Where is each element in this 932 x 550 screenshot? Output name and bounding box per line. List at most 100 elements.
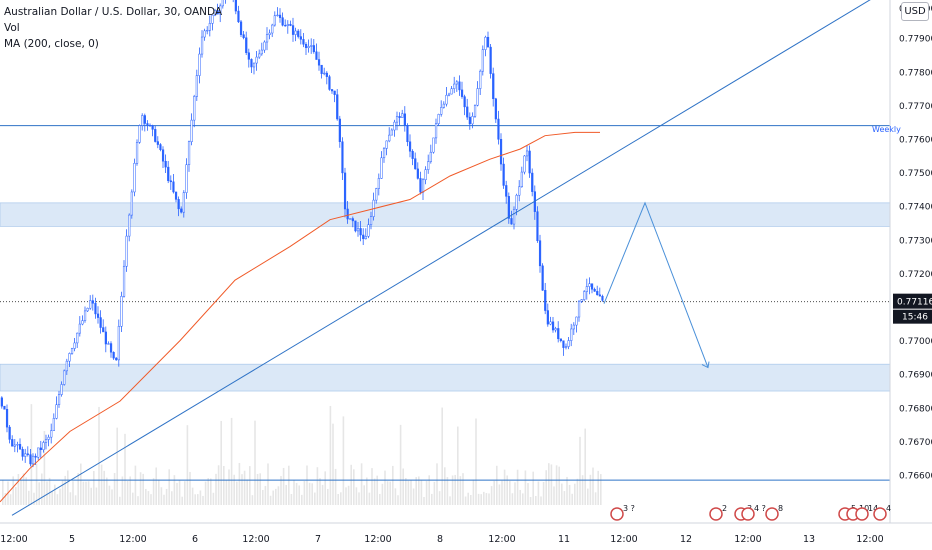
volume-bar (600, 474, 602, 505)
candle-body (494, 98, 497, 120)
volume-bar (402, 468, 404, 505)
volume-bar (176, 482, 178, 505)
event-flag-icon (873, 507, 887, 521)
volume-bar (197, 494, 199, 505)
candle-body (120, 296, 123, 327)
candle-body (497, 118, 500, 140)
candle-body (24, 453, 27, 457)
candle-body (354, 220, 357, 232)
candle-body (424, 169, 427, 181)
x-tick-label: 6 (192, 534, 198, 545)
event-flag-icon (855, 507, 869, 521)
volume-bar (433, 481, 436, 505)
volume-bar (142, 473, 144, 505)
volume-bar (555, 465, 558, 505)
candle-body (174, 191, 178, 200)
candle-body (242, 34, 245, 38)
volume-bar (444, 467, 446, 505)
candle-body (200, 36, 204, 55)
x-tick-label: 13 (803, 534, 815, 545)
volume-bar (493, 480, 495, 505)
volume-bar (204, 481, 207, 505)
candle-body (434, 123, 438, 139)
volume-bar (454, 474, 456, 505)
volume-bar (43, 431, 46, 505)
candle-body (453, 83, 456, 89)
volume-bar (303, 481, 306, 505)
event-count-label: 2 (722, 504, 727, 513)
volume-bar (256, 473, 259, 505)
trend-line (11, 0, 871, 516)
x-tick-label: 12:00 (856, 534, 883, 545)
volume-bar (529, 496, 532, 505)
volume-bar (87, 481, 90, 505)
candle-body (489, 46, 492, 74)
candle-body (115, 357, 118, 361)
x-tick-label: 12:00 (488, 534, 515, 545)
volume-bar (282, 467, 285, 505)
volume-bar (178, 480, 181, 505)
countdown-value: 15:46 (902, 313, 928, 323)
volume-bar (386, 481, 389, 505)
candle-body (427, 161, 430, 170)
candle-body (213, 10, 217, 16)
volume-bar (584, 428, 586, 505)
volume-bar (511, 493, 514, 505)
candle-body (369, 216, 373, 225)
candle-body (107, 343, 110, 345)
volume-bar (324, 471, 326, 505)
volume-bar (225, 479, 228, 505)
ma-indicator-label: MA (200, close, 0) (4, 38, 99, 50)
candle-body (271, 24, 274, 34)
volume-bar (137, 496, 139, 505)
candle-body (408, 141, 412, 152)
candle-body (148, 124, 152, 127)
candle-body (484, 36, 487, 50)
volume-bar (90, 487, 92, 505)
volume-bar (85, 481, 87, 505)
candle-body (76, 332, 79, 344)
candle-body (395, 116, 399, 123)
candle-body (432, 137, 435, 153)
candle-body (29, 454, 32, 465)
volume-bar (394, 488, 397, 505)
candle-body (564, 346, 568, 348)
candle-body (411, 150, 414, 159)
candle-body (525, 150, 529, 157)
volume-bar (301, 494, 303, 505)
volume-bar (20, 479, 22, 505)
volume-bar (407, 480, 410, 505)
volume-bar (535, 495, 537, 505)
candle-body (429, 151, 432, 162)
volume-bar (485, 493, 488, 505)
candle-body (559, 338, 562, 341)
volume-bar (72, 481, 74, 505)
volume-bar (379, 493, 381, 505)
volume-bar (561, 483, 563, 505)
candle-body (450, 88, 453, 95)
currency-badge[interactable]: USD (901, 2, 929, 21)
candle-body (440, 107, 443, 115)
candle-body (479, 70, 482, 89)
volume-bar (259, 473, 261, 505)
volume-bar (212, 492, 215, 505)
volume-bar (451, 475, 454, 505)
candle-body (86, 307, 89, 312)
volume-bar (41, 473, 43, 505)
volume-bar (168, 469, 170, 505)
candle-body (172, 181, 175, 193)
event-count-label: 4 ? (754, 504, 766, 513)
volume-bar (462, 473, 464, 505)
candle-body (403, 113, 406, 126)
price-axis-bg (890, 0, 932, 550)
volume-bar (93, 470, 95, 505)
candle-body (237, 10, 240, 23)
candle-body (245, 37, 248, 53)
